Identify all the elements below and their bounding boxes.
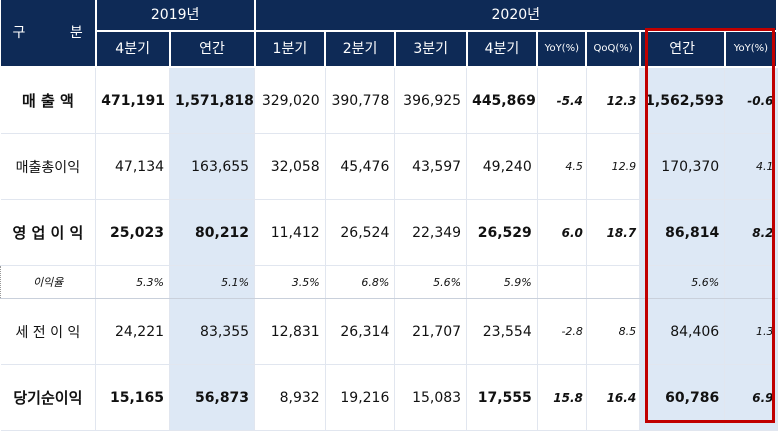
cell-2020-q3: 15,083: [394, 364, 468, 431]
cell-2019-annual: 5.1%: [169, 265, 256, 299]
cell-yoy: -5.4: [537, 67, 587, 134]
cell-2020-q2: 26,314: [325, 298, 396, 365]
cell-2020-annual: 170,370: [639, 133, 726, 200]
cell-2020-q1: 12,831: [254, 298, 326, 365]
cell-yoy-annual: 8.2: [724, 199, 778, 266]
table-row-revenue: 매 출 액 471,191 1,571,818 329,020 390,778 …: [0, 67, 778, 134]
header-year-2020: 2020년: [254, 0, 778, 32]
cell-2019-q4: 15,165: [95, 364, 171, 431]
header-category-b: 분: [69, 25, 83, 41]
cell-2020-q2: 6.8%: [325, 265, 396, 299]
cell-2020-q4: 445,869: [466, 67, 538, 134]
row-label: 당기순이익: [0, 364, 97, 431]
cell-2019-q4: 24,221: [95, 298, 171, 365]
header-qoq: QoQ(%): [586, 31, 641, 68]
cell-2020-q1: 3.5%: [254, 265, 326, 299]
cell-2020-annual: 86,814: [639, 199, 726, 266]
header-yoy: YoY(%): [537, 31, 588, 68]
cell-yoy: 6.0: [537, 199, 587, 266]
cell-yoy: -2.8: [537, 298, 587, 365]
cell-2020-annual: 84,406: [639, 298, 726, 365]
cell-yoy: [537, 265, 587, 299]
cell-2020-q3: 43,597: [394, 133, 468, 200]
cell-2020-annual: 1,562,593: [639, 67, 726, 134]
cell-yoy: 4.5: [537, 133, 587, 200]
cell-qoq: 16.4: [586, 364, 641, 431]
cell-2019-q4: 5.3%: [95, 265, 171, 299]
cell-2020-q1: 329,020: [254, 67, 326, 134]
cell-qoq: 12.9: [586, 133, 641, 200]
row-label: 매 출 액: [0, 67, 97, 134]
table-row-gross-profit: 매출총이익 47,134 163,655 32,058 45,476 43,59…: [0, 133, 778, 200]
cell-2020-q3: 5.6%: [394, 265, 468, 299]
table-row-pretax-profit: 세 전 이 익 24,221 83,355 12,831 26,314 21,7…: [0, 298, 778, 365]
header-year-2019: 2019년: [95, 0, 256, 32]
cell-yoy: 15.8: [537, 364, 587, 431]
cell-2020-q1: 11,412: [254, 199, 326, 266]
cell-2020-q2: 19,216: [325, 364, 396, 431]
cell-2020-q4: 17,555: [466, 364, 538, 431]
cell-yoy-annual: [724, 265, 778, 299]
cell-qoq: 8.5: [586, 298, 641, 365]
cell-2020-q4: 26,529: [466, 199, 538, 266]
cell-yoy-annual: 1.3: [724, 298, 778, 365]
cell-2020-q3: 396,925: [394, 67, 468, 134]
cell-2019-annual: 83,355: [169, 298, 256, 365]
cell-2020-q2: 390,778: [325, 67, 396, 134]
header-category: 구 분: [0, 0, 97, 68]
cell-2020-q3: 21,707: [394, 298, 468, 365]
cell-yoy-annual: 6.9: [724, 364, 778, 431]
table-row-profit-margin: 이익율 5.3% 5.1% 3.5% 6.8% 5.6% 5.9% 5.6%: [0, 265, 778, 299]
header-yoy-annual: YoY(%): [724, 31, 778, 68]
cell-qoq: 18.7: [586, 199, 641, 266]
cell-2020-q1: 8,932: [254, 364, 326, 431]
header-2020-q1: 1분기: [254, 31, 327, 68]
cell-2020-annual: 5.6%: [639, 265, 726, 299]
cell-yoy-annual: -0.6: [724, 67, 778, 134]
row-label: 매출총이익: [0, 133, 97, 200]
header-2020-q3: 3분기: [394, 31, 468, 68]
row-label: 이익율: [0, 265, 97, 299]
cell-2019-annual: 80,212: [169, 199, 256, 266]
cell-2019-q4: 25,023: [95, 199, 171, 266]
cell-2020-q4: 49,240: [466, 133, 538, 200]
header-2020-q2: 2분기: [325, 31, 396, 68]
cell-2020-annual: 60,786: [639, 364, 726, 431]
cell-2020-q4: 23,554: [466, 298, 538, 365]
table-row-operating-profit: 영 업 이 익 25,023 80,212 11,412 26,524 22,3…: [0, 199, 778, 266]
cell-2020-q2: 45,476: [325, 133, 396, 200]
cell-2020-q1: 32,058: [254, 133, 326, 200]
cell-2020-q4: 5.9%: [466, 265, 538, 299]
row-label: 영 업 이 익: [0, 199, 97, 266]
cell-2019-annual: 163,655: [169, 133, 256, 200]
cell-qoq: 12.3: [586, 67, 641, 134]
row-label: 세 전 이 익: [0, 298, 97, 365]
cell-2019-q4: 47,134: [95, 133, 171, 200]
header-2020-annual: 연간: [639, 31, 726, 68]
header-2020-q4: 4분기: [466, 31, 539, 68]
cell-qoq: [586, 265, 641, 299]
table-row-net-income: 당기순이익 15,165 56,873 8,932 19,216 15,083 …: [0, 364, 778, 431]
header-2019-q4: 4분기: [95, 31, 171, 68]
cell-2019-annual: 56,873: [169, 364, 256, 431]
header-category-a: 구: [12, 25, 26, 41]
cell-2019-annual: 1,571,818: [169, 67, 256, 134]
cell-2020-q3: 22,349: [394, 199, 468, 266]
cell-2019-q4: 471,191: [95, 67, 171, 134]
header-2019-annual: 연간: [169, 31, 256, 68]
cell-yoy-annual: 4.1: [724, 133, 778, 200]
cell-2020-q2: 26,524: [325, 199, 396, 266]
